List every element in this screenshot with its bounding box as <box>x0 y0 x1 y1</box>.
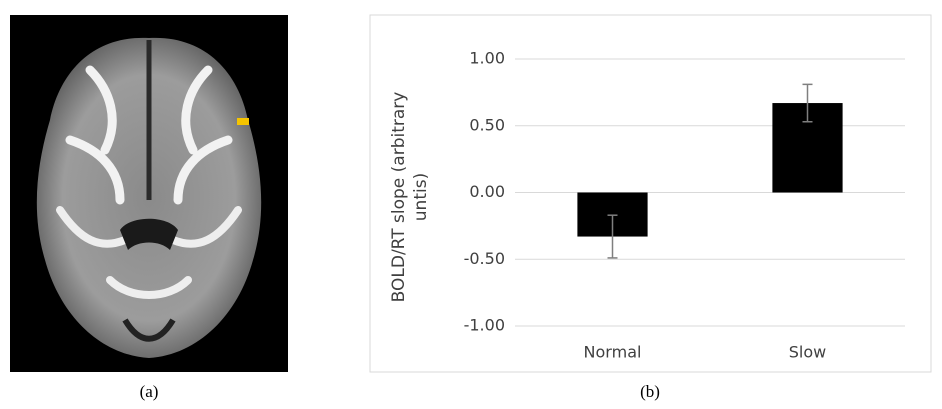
y-tick-label: -0.50 <box>464 249 505 268</box>
y-tick-label: 0.00 <box>469 182 505 201</box>
figure: (a) (b) -1.00 -0.50 0.00 0.50 1.00 Normal Slow… <box>0 0 942 405</box>
caption-a: (a) <box>140 382 159 401</box>
y-axis-title: BOLD/RT slope (arbitrary untis) <box>388 77 432 317</box>
x-tick-label: Normal <box>584 343 642 362</box>
y-tick-label: 1.00 <box>469 49 505 68</box>
caption-b: (b) <box>640 382 660 401</box>
y-tick-label: 0.50 <box>469 115 505 134</box>
x-tick-label: Slow <box>789 343 826 362</box>
y-tick-label: -1.00 <box>464 316 505 335</box>
chart-frame <box>370 15 931 372</box>
figure-canvas: (a) (b) -1.00 -0.50 0.00 0.50 1.00 Normal Slow <box>0 0 942 405</box>
brain-image <box>10 15 288 372</box>
